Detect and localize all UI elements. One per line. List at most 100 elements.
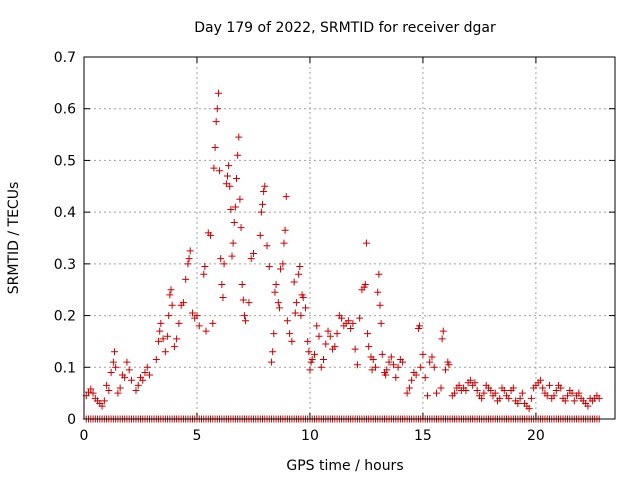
data-point (229, 239, 237, 247)
data-point (209, 319, 217, 327)
data-point (545, 381, 553, 389)
data-point (412, 371, 420, 379)
data-point (234, 151, 242, 159)
data-point (371, 363, 379, 371)
data-point (103, 381, 111, 389)
data-point (408, 376, 416, 384)
data-point (295, 270, 303, 278)
data-point (157, 319, 165, 327)
data-point (390, 361, 398, 369)
data-point (292, 299, 300, 307)
data-point (487, 387, 495, 395)
data-point (570, 397, 578, 405)
data-point (237, 224, 245, 232)
data-point (269, 348, 277, 356)
data-point (179, 299, 187, 307)
data-point (195, 322, 203, 330)
data-point (423, 392, 431, 400)
data-point (561, 397, 569, 405)
x-tick-label: 5 (193, 428, 202, 444)
data-point (322, 340, 330, 348)
data-point (291, 309, 299, 317)
data-point (114, 389, 122, 397)
data-point (121, 374, 129, 382)
data-point (236, 195, 244, 203)
data-point (256, 231, 264, 239)
data-point (280, 239, 288, 247)
data-point (193, 312, 201, 320)
data-point (315, 332, 323, 340)
data-point (288, 337, 296, 345)
data-point (105, 387, 113, 395)
data-point (218, 281, 226, 289)
grid (84, 57, 615, 419)
data-point (271, 288, 279, 296)
data-point (349, 319, 357, 327)
data-point (326, 332, 334, 340)
data-point (207, 231, 215, 239)
data-point (595, 394, 603, 402)
data-point (227, 206, 235, 214)
data-point (375, 270, 383, 278)
data-point (286, 330, 294, 338)
data-point (543, 392, 551, 400)
data-point (188, 309, 196, 317)
data-point (275, 304, 283, 312)
y-tick-label: 0.6 (54, 102, 76, 118)
data-point (378, 350, 386, 358)
data-point (175, 319, 183, 327)
data-point (376, 301, 384, 309)
chart-title: Day 179 of 2022, SRMTID for receiver dga… (194, 20, 496, 36)
data-point (225, 162, 233, 170)
data-point (184, 260, 192, 268)
data-point (202, 327, 210, 335)
data-point (496, 394, 504, 402)
data-point (557, 384, 565, 392)
data-point (134, 381, 142, 389)
data-point (87, 385, 95, 393)
data-point (165, 312, 173, 320)
data-point (152, 356, 160, 364)
data-point (268, 358, 276, 366)
data-point (238, 281, 246, 289)
data-point (100, 397, 108, 405)
data-point (536, 376, 544, 384)
y-tick-label: 0.2 (54, 309, 76, 325)
data-point (125, 366, 133, 374)
data-point (143, 363, 151, 371)
data-point (304, 337, 312, 345)
data-point (382, 371, 390, 379)
data-point (257, 208, 265, 216)
data-point (259, 200, 267, 208)
data-point (451, 389, 459, 397)
data-point (419, 350, 427, 358)
data-point (505, 394, 513, 402)
data-point (155, 337, 163, 345)
data-point (310, 350, 318, 358)
data-point (226, 182, 234, 190)
data-point (432, 389, 440, 397)
data-point (297, 312, 305, 320)
data-point (141, 368, 149, 376)
data-point (281, 226, 289, 234)
data-point (270, 330, 278, 338)
data-point (317, 363, 325, 371)
data-point (220, 260, 228, 268)
data-point (263, 242, 271, 250)
data-point (480, 389, 488, 397)
data-point (173, 335, 181, 343)
data-point (385, 358, 393, 366)
data-point (437, 384, 445, 392)
data-point (109, 358, 117, 366)
data-point (156, 327, 164, 335)
data-point (471, 379, 479, 387)
y-tick-label: 0.5 (54, 153, 76, 169)
data-point (369, 356, 377, 364)
data-point (416, 322, 424, 330)
data-point (223, 172, 231, 180)
data-point (301, 304, 309, 312)
x-tick-label: 0 (80, 428, 89, 444)
data-point (438, 335, 446, 343)
data-point (509, 384, 517, 392)
